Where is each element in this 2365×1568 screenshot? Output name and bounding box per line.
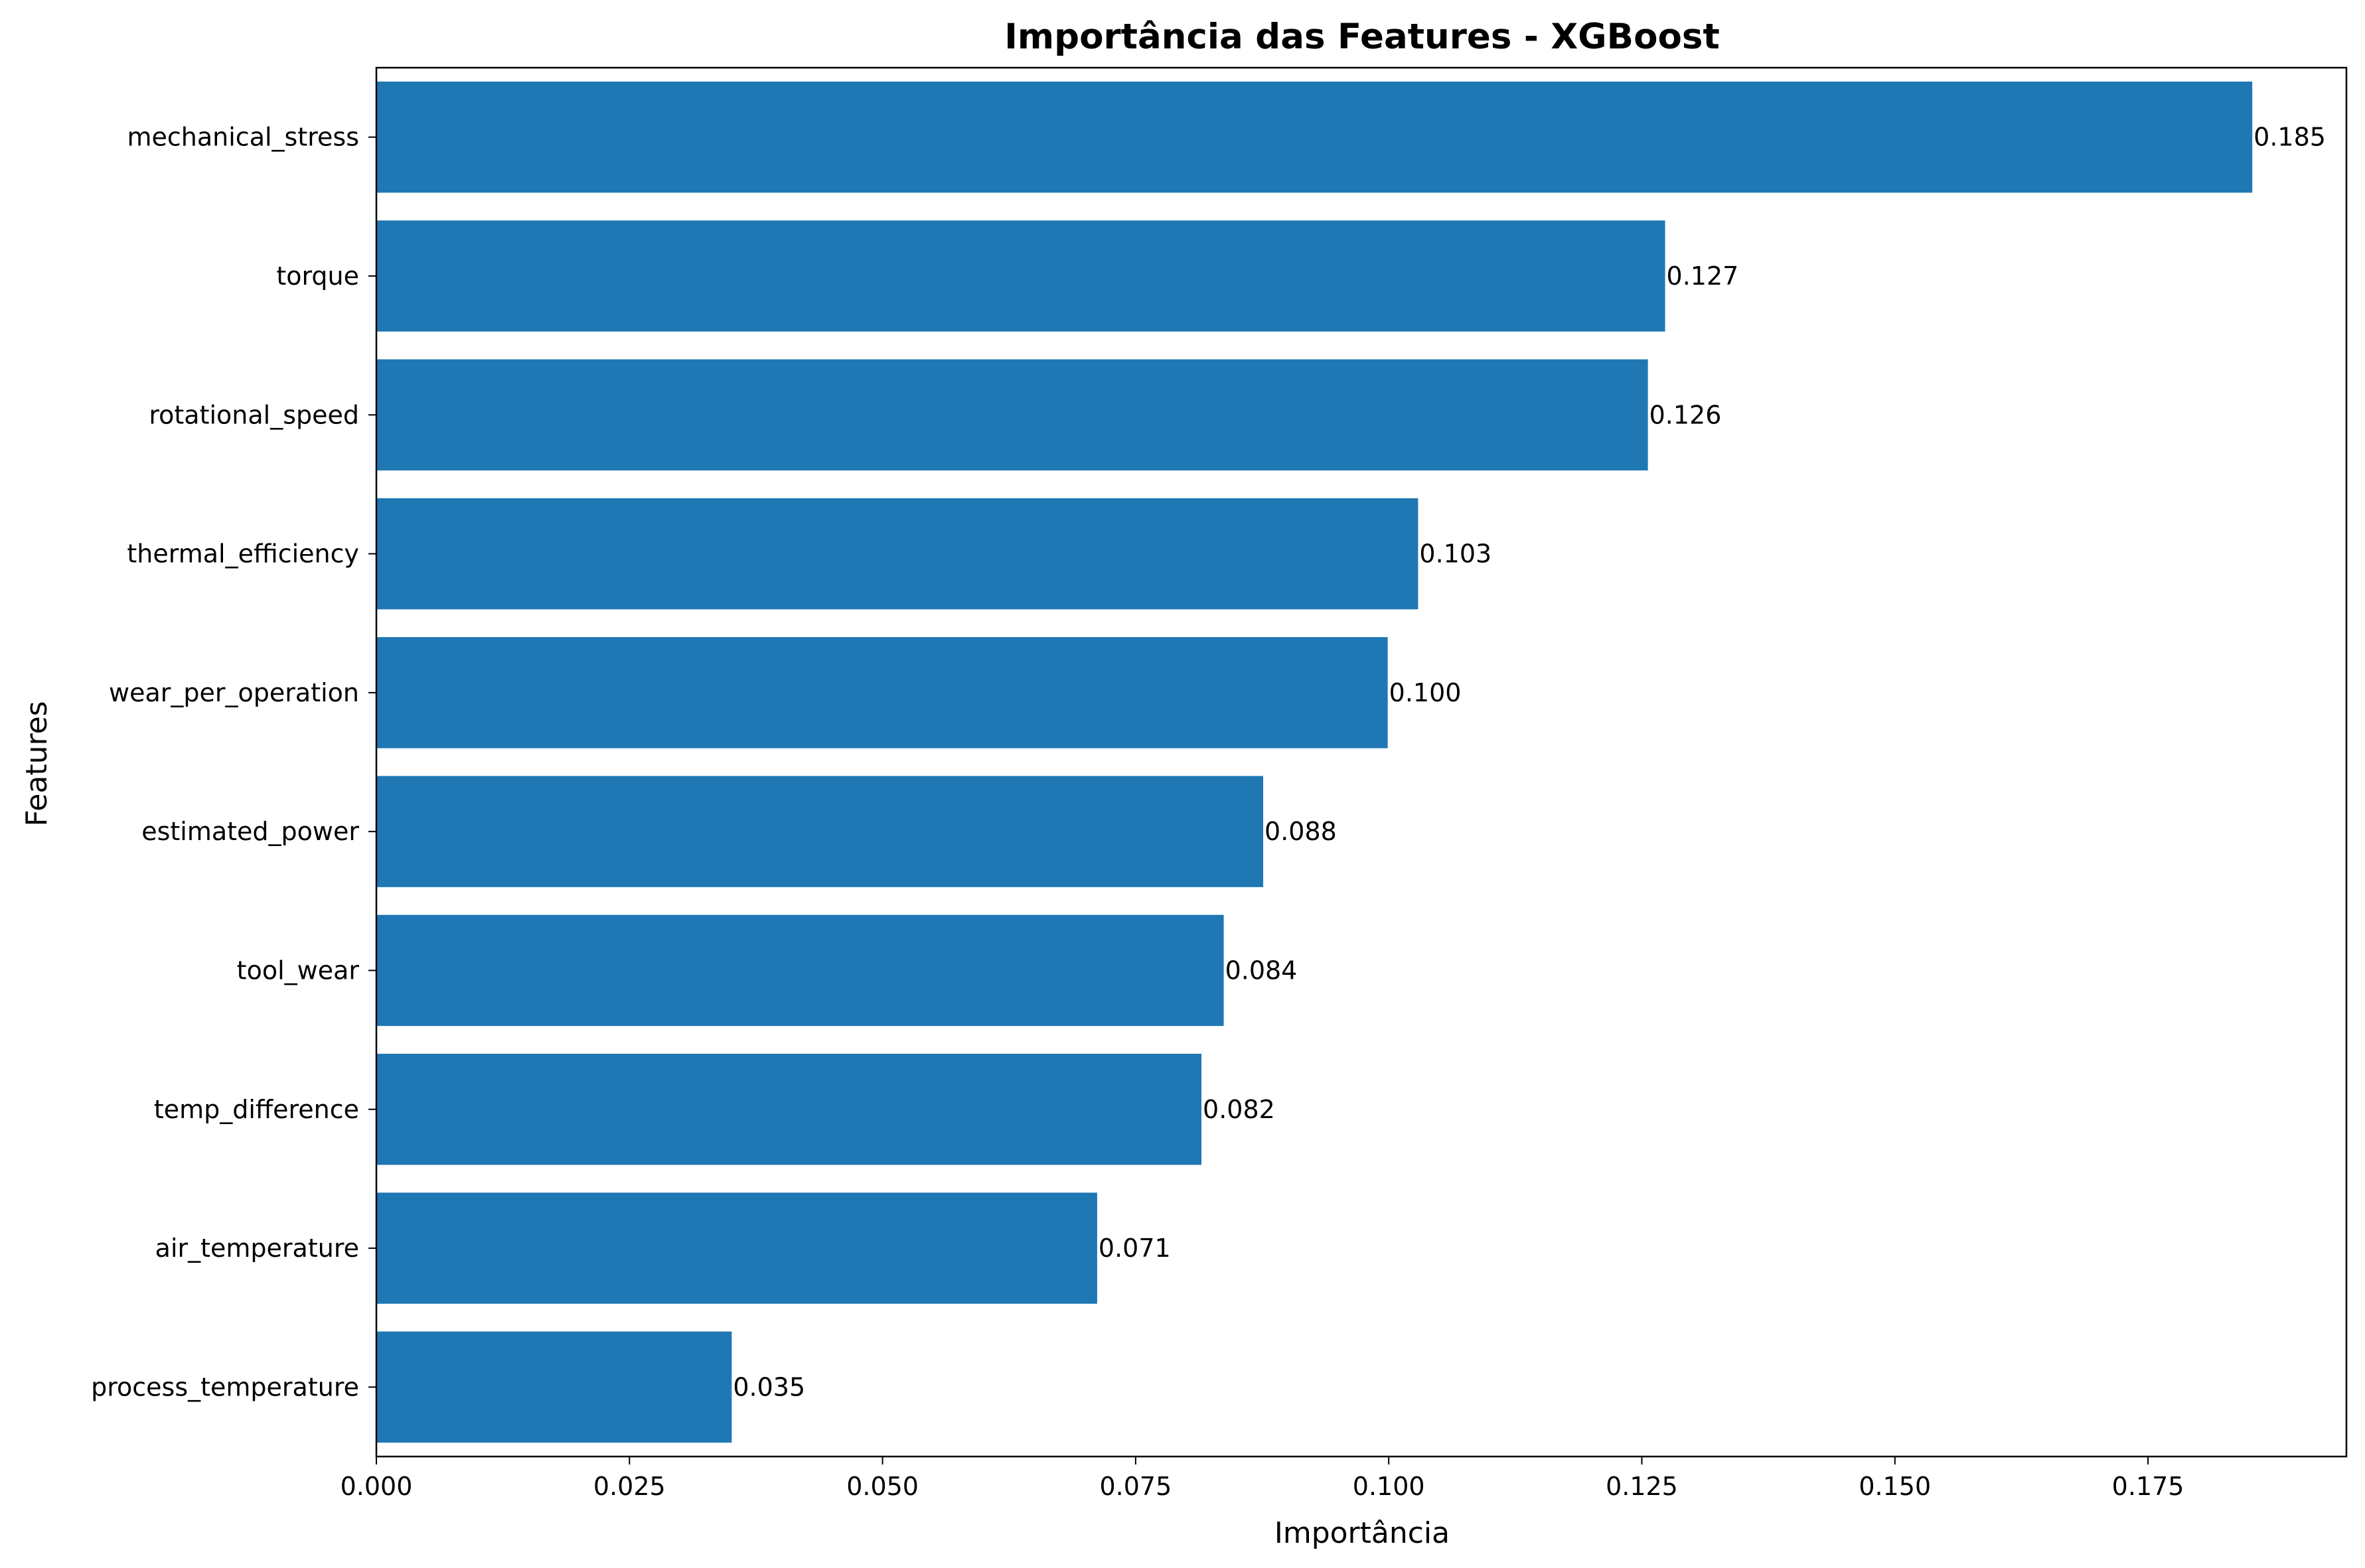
bar-value-label: 0.126 <box>1649 400 1722 429</box>
bar-value-label: 0.103 <box>1419 539 1491 569</box>
bar-value-label: 0.100 <box>1389 678 1462 707</box>
plot-area: 0.185 mechanical_stress 0.127 torque 0.126 ro… <box>91 66 2348 1501</box>
bar-value-label: 0.088 <box>1264 817 1337 846</box>
y-tick-label: air_temperature <box>155 1234 359 1263</box>
bar-value-label: 0.082 <box>1203 1095 1275 1124</box>
y-tick-label: wear_per_operation <box>109 678 359 707</box>
y-tick-label: torque <box>276 261 359 291</box>
y-tick-label: estimated_power <box>141 817 359 846</box>
bar <box>376 498 1418 610</box>
bar-value-label: 0.185 <box>2253 123 2326 152</box>
bar-value-label: 0.071 <box>1099 1234 1171 1263</box>
bar-value-label: 0.127 <box>1667 261 1739 291</box>
x-axis-label: Importância <box>1274 1516 1450 1550</box>
x-tick-label: 0.175 <box>2112 1472 2184 1501</box>
x-tick-label: 0.050 <box>846 1472 919 1501</box>
x-tick-label: 0.025 <box>593 1472 666 1501</box>
bar <box>376 359 1648 470</box>
x-tick-label: 0.000 <box>341 1472 413 1501</box>
bar <box>376 1192 1097 1304</box>
x-tick-label: 0.125 <box>1606 1472 1678 1501</box>
x-tick-label: 0.075 <box>1099 1472 1172 1501</box>
bar <box>376 81 2253 193</box>
bar <box>376 1054 1202 1165</box>
x-tick-label: 0.150 <box>1859 1472 1931 1501</box>
bar <box>376 776 1264 887</box>
y-tick-label: temp_difference <box>154 1095 359 1124</box>
y-axis-label: Features <box>20 701 54 826</box>
x-tick-label: 0.100 <box>1353 1472 1425 1501</box>
axes-frame <box>375 66 2348 1458</box>
bar <box>376 1331 732 1443</box>
y-tick-label: thermal_efficiency <box>127 539 359 569</box>
y-tick-label: rotational_speed <box>149 400 359 429</box>
bar-value-label: 0.084 <box>1225 956 1298 985</box>
bar <box>376 637 1388 748</box>
y-tick-label: process_temperature <box>91 1372 359 1401</box>
bar <box>376 914 1224 1027</box>
y-tick-label: mechanical_stress <box>127 123 360 152</box>
bar <box>376 220 1665 332</box>
y-tick-label: tool_wear <box>237 956 360 985</box>
chart-title: Importância das Features - XGBoost <box>1004 17 1720 57</box>
bar-value-label: 0.035 <box>733 1372 805 1401</box>
